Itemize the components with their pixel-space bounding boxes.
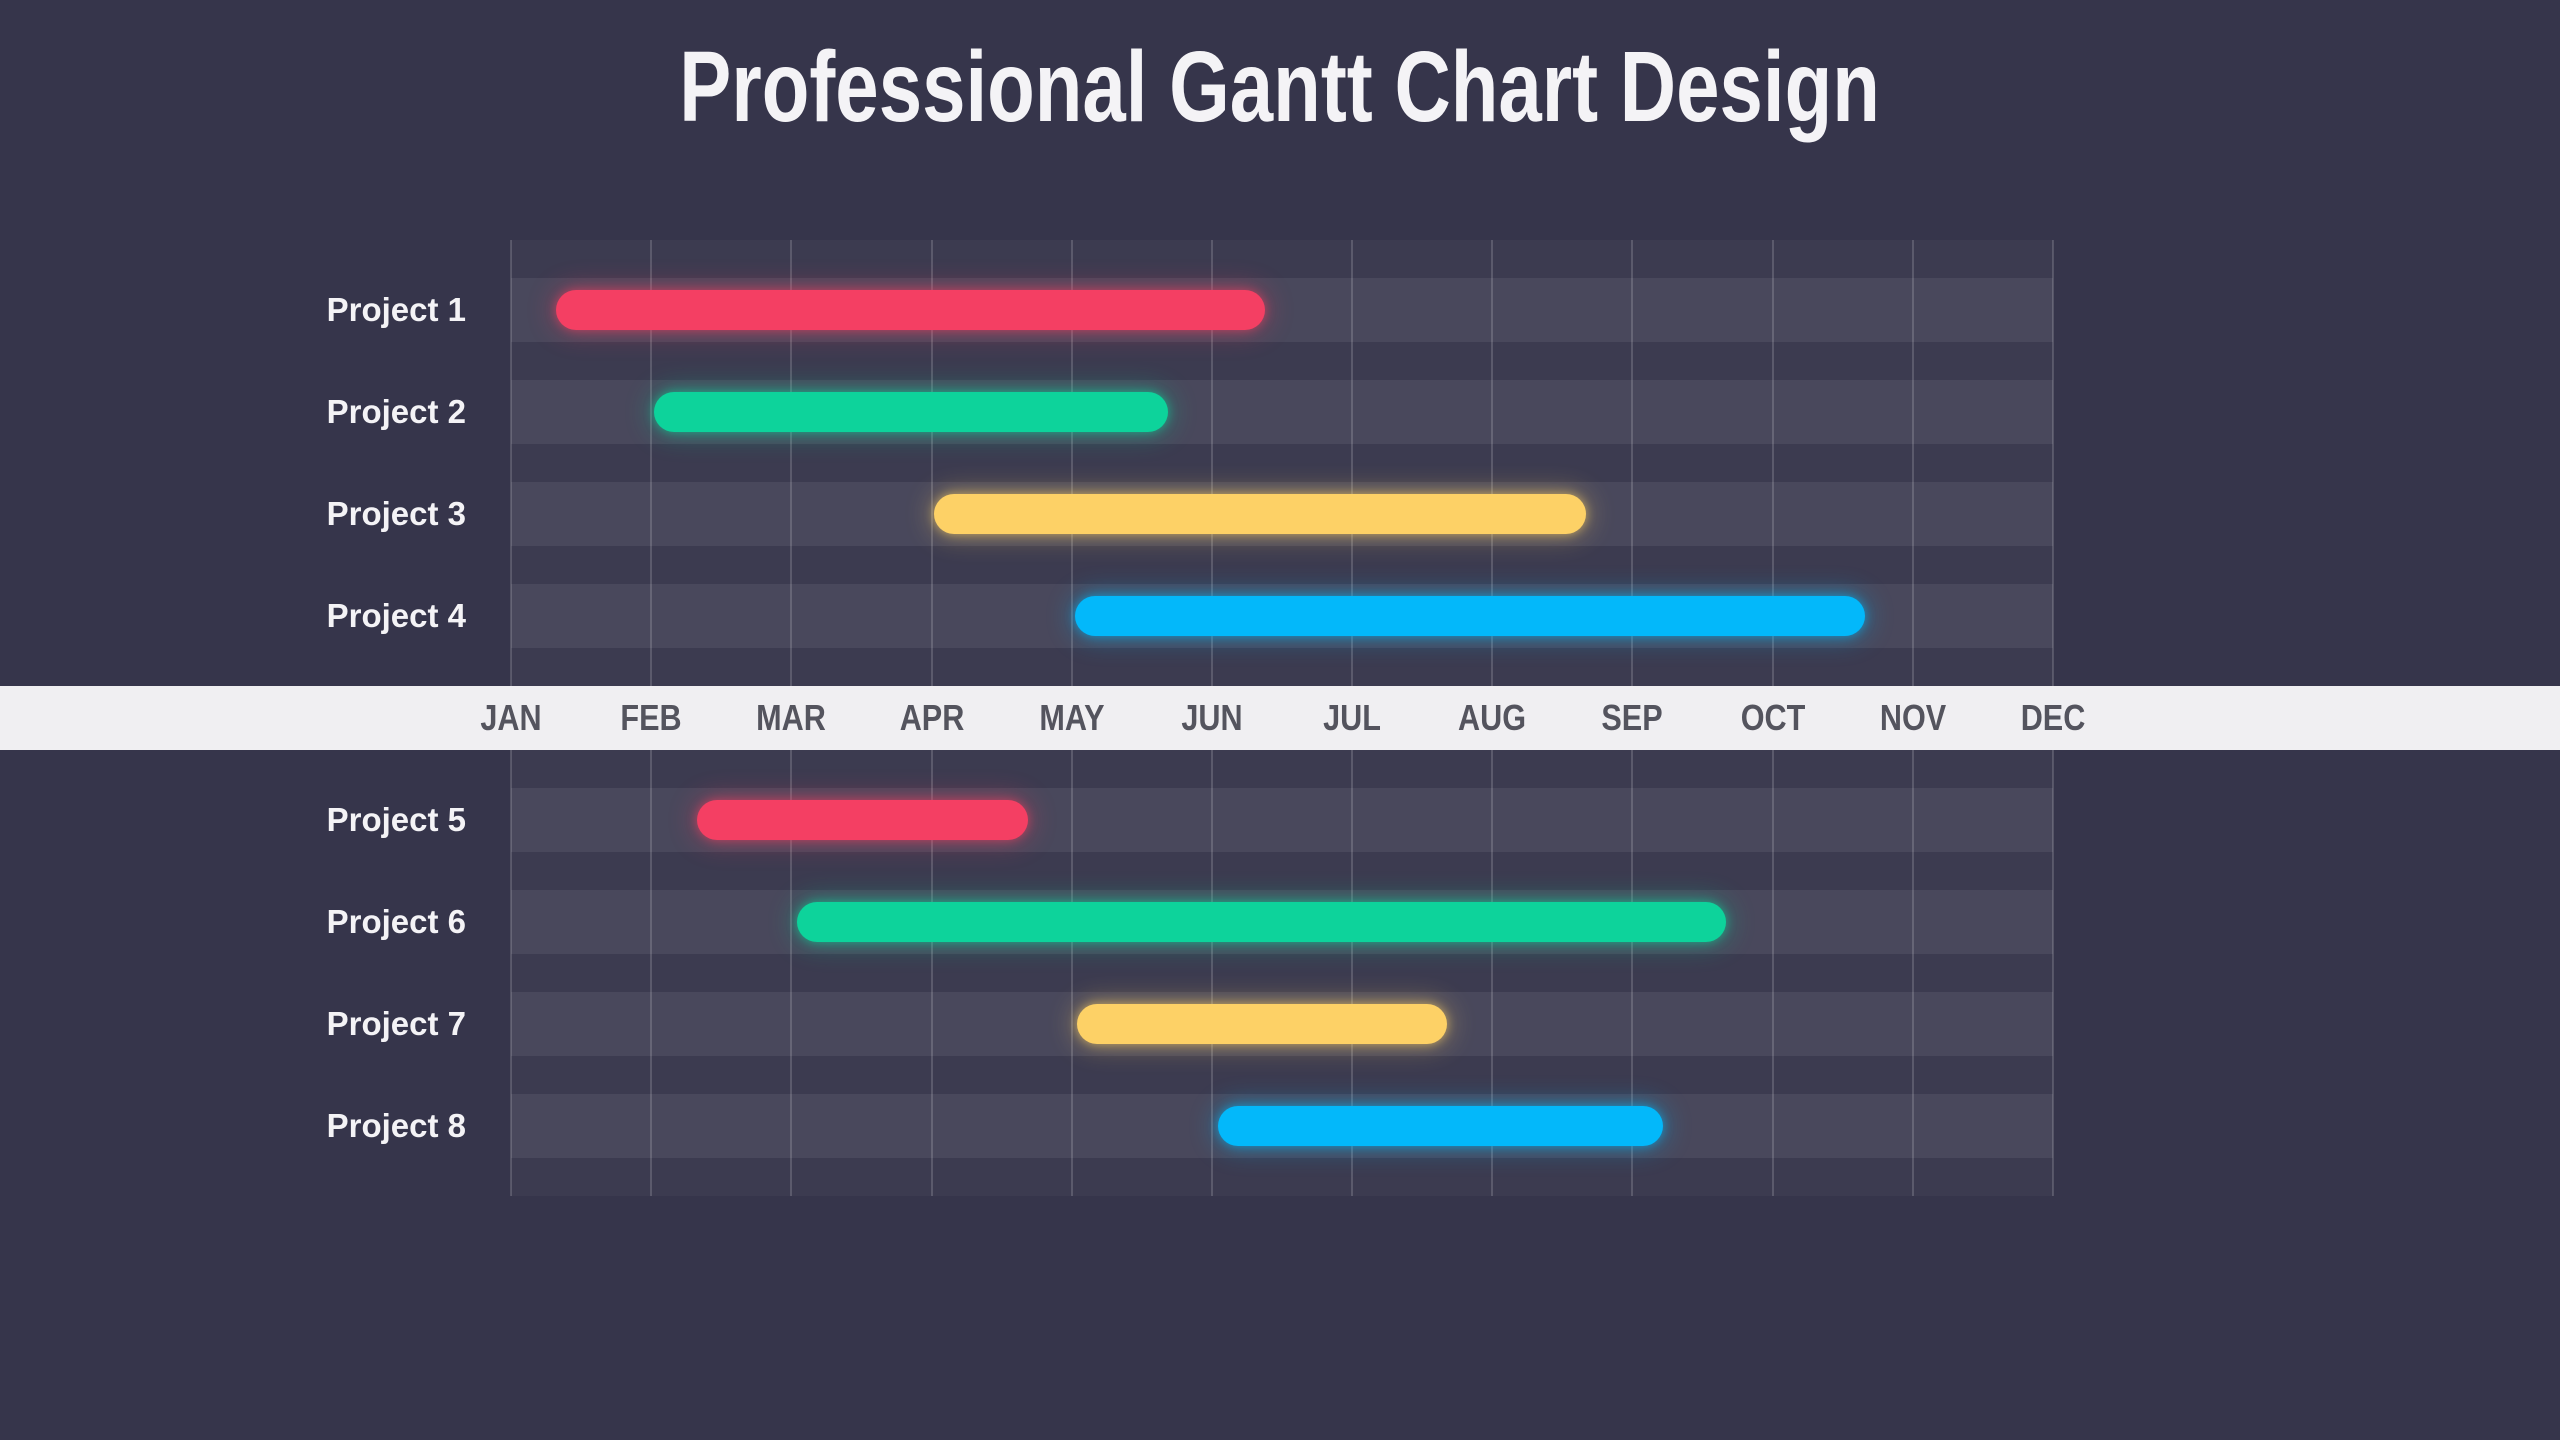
month-label-may: MAY [1039, 697, 1105, 738]
month-label-sep: SEP [1601, 697, 1664, 738]
row-label-project-3: Project 3 [326, 495, 466, 532]
gantt-bar-project-1[interactable] [555, 290, 1266, 330]
row-label-project-4: Project 4 [326, 597, 466, 634]
gantt-bar-project-5[interactable] [697, 800, 1029, 840]
month-label-jan: JAN [480, 697, 542, 738]
row-label-project-8: Project 8 [326, 1107, 466, 1144]
row-label-project-1: Project 1 [326, 291, 466, 328]
month-label-jul: JUL [1323, 697, 1381, 738]
month-axis-strip: JAN FEB MAR APR MAY JUN JUL AUG SEP OCT NOV DEC [0, 686, 2560, 750]
gantt-bar-project-8[interactable] [1217, 1106, 1664, 1146]
month-label-oct: OCT [1740, 697, 1805, 738]
month-label-apr: APR [899, 697, 964, 738]
row-label-project-5: Project 5 [326, 801, 466, 838]
month-label-jun: JUN [1181, 697, 1243, 738]
gantt-bar-project-6[interactable] [796, 902, 1727, 942]
month-label-nov: NOV [1879, 697, 1946, 738]
page-title: Professional Gantt Chart Design [0, 30, 2560, 145]
gantt-bar-project-7[interactable] [1077, 1004, 1448, 1044]
row-label-project-7: Project 7 [326, 1005, 466, 1042]
row-label-project-6: Project 6 [326, 903, 466, 940]
gantt-bar-project-2[interactable] [653, 392, 1169, 432]
month-label-mar: MAR [756, 697, 827, 738]
gantt-bar-project-3[interactable] [934, 494, 1587, 534]
row-label-project-2: Project 2 [326, 393, 466, 430]
gantt-bar-project-4[interactable] [1074, 596, 1866, 636]
month-label-feb: FEB [620, 697, 682, 738]
page-title-text: Professional Gantt Chart Design [679, 31, 1881, 143]
month-label-aug: AUG [1458, 697, 1527, 738]
month-label-dec: DEC [2020, 697, 2086, 738]
